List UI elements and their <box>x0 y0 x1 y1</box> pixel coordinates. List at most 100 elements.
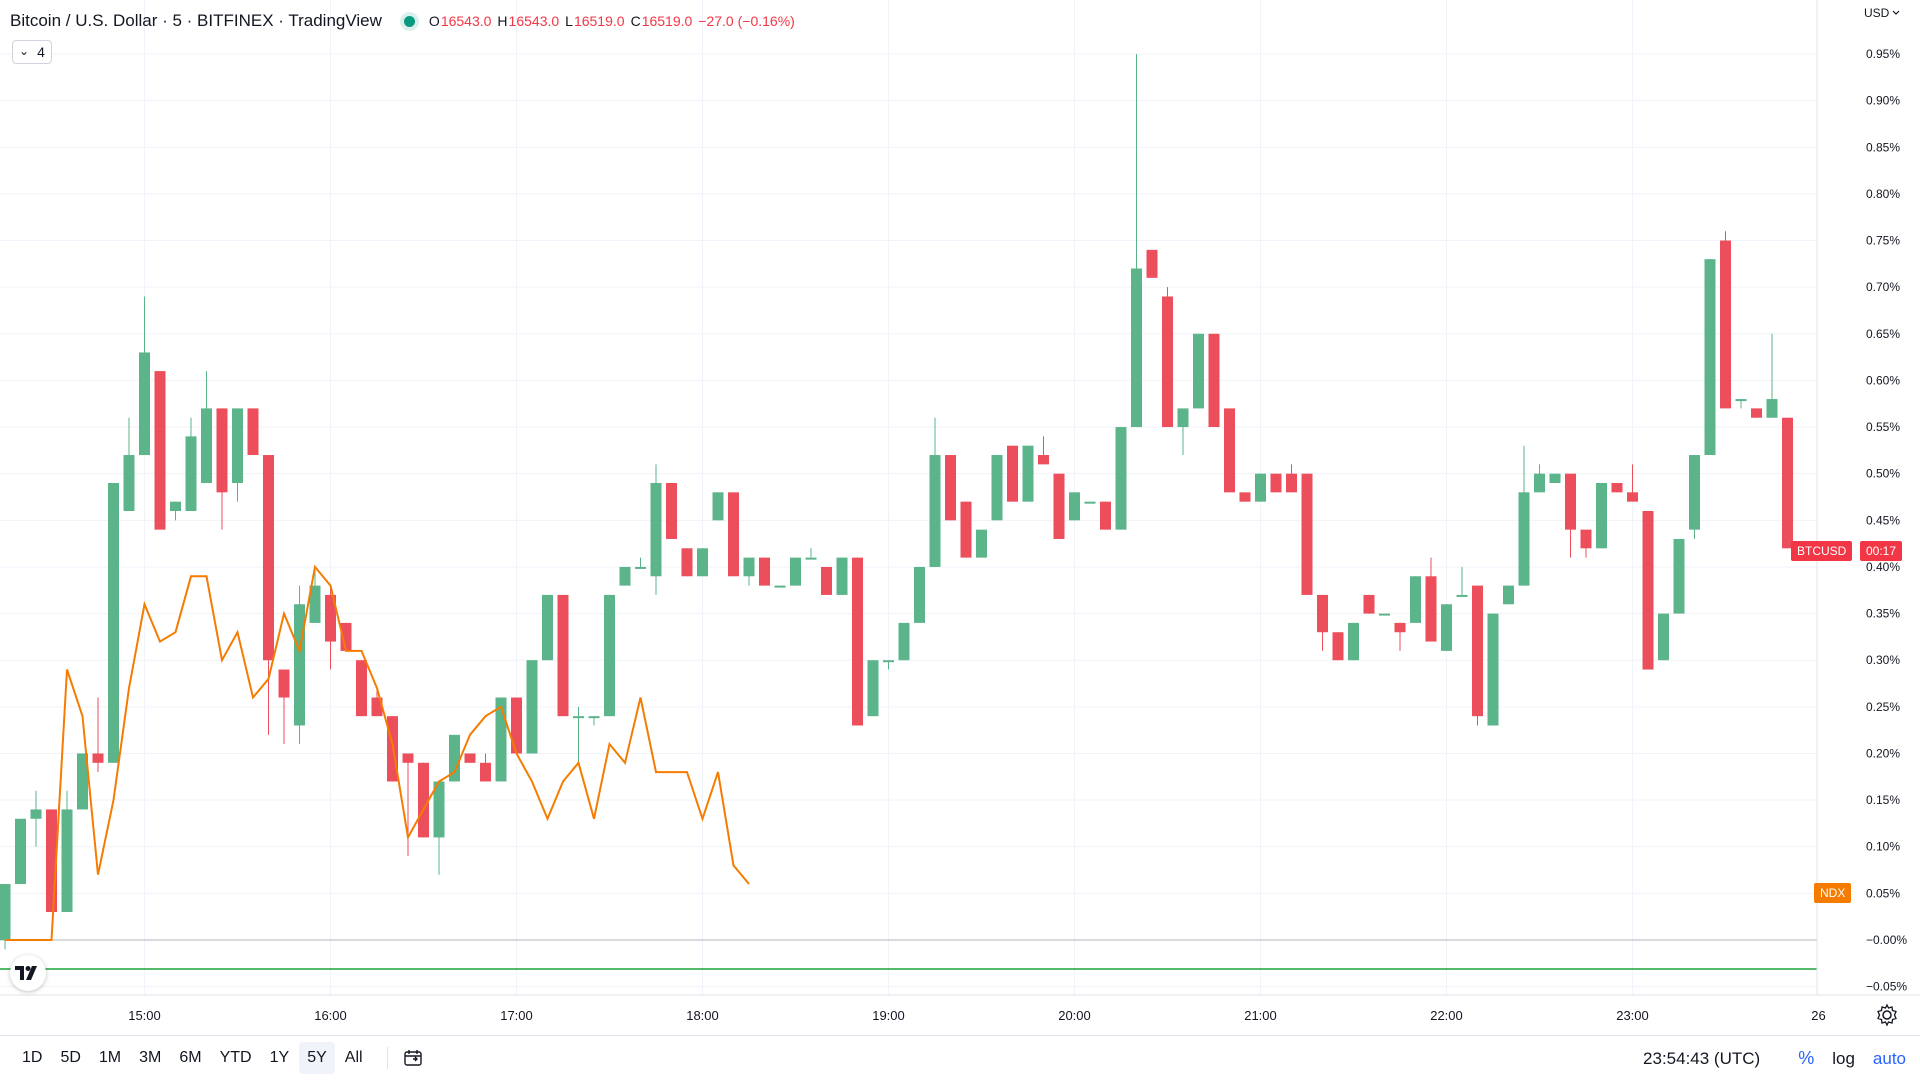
x-tick-label: 16:00 <box>314 1008 347 1023</box>
x-tick-label: 22:00 <box>1430 1008 1463 1023</box>
y-tick-label: 0.95% <box>1866 47 1900 61</box>
candle-down <box>418 762 429 838</box>
low-value: 16519.0 <box>573 13 625 29</box>
candle-down <box>1394 622 1406 633</box>
currency-selector[interactable]: USD <box>1864 6 1900 20</box>
candle-down <box>1162 296 1173 428</box>
candle-up <box>604 594 615 717</box>
range-button-all[interactable]: All <box>344 1049 363 1066</box>
close-value: 16519.0 <box>641 13 693 29</box>
y-tick-label: 0.05% <box>1866 886 1900 900</box>
calendar-goto-icon[interactable] <box>402 1047 424 1069</box>
candle-up <box>61 809 73 913</box>
candle-down <box>557 594 569 717</box>
candle-down <box>1611 483 1623 493</box>
candle-up <box>867 660 879 717</box>
candle-up <box>1084 501 1096 504</box>
candle-down <box>325 594 336 642</box>
range-button-3m[interactable]: 3M <box>139 1049 162 1066</box>
y-tick-label: 0.20% <box>1866 746 1900 760</box>
range-button-1y[interactable]: 1Y <box>269 1049 290 1066</box>
y-tick-label: −0.05% <box>1866 980 1907 994</box>
y-tick-label: 0.25% <box>1866 700 1900 714</box>
candle-up <box>1255 473 1266 502</box>
candle-down <box>263 455 274 661</box>
open-value: 16543.0 <box>440 13 492 29</box>
market-status-icon[interactable] <box>403 15 415 27</box>
candle-up <box>588 716 600 719</box>
btc-price-tag: BTCUSD <box>1791 541 1853 561</box>
candle-down <box>1425 576 1437 642</box>
candle-up <box>1503 585 1514 605</box>
indicators-toggle-button[interactable]: ⌄ 4 <box>12 40 52 64</box>
y-tick-label: 0.90% <box>1866 94 1900 108</box>
candle-down <box>821 566 832 595</box>
x-tick-label: 18:00 <box>686 1008 719 1023</box>
candle-up <box>712 492 724 521</box>
candle-down <box>1565 473 1576 530</box>
range-button-6m[interactable]: 6M <box>179 1049 202 1066</box>
candle-down <box>278 669 290 698</box>
candle-up <box>77 753 88 810</box>
range-button-1d[interactable]: 1D <box>22 1049 43 1066</box>
candle-up <box>201 408 212 484</box>
ndx-price-tag: NDX <box>1814 883 1852 903</box>
candle-up <box>1022 445 1034 502</box>
auto-scale-toggle[interactable]: auto <box>1872 1048 1906 1068</box>
candle-up <box>898 622 910 661</box>
range-button-5y[interactable]: 5Y <box>299 1042 335 1074</box>
candle-down <box>1782 417 1793 549</box>
candle-up <box>1689 455 1700 530</box>
tradingview-logo-icon[interactable] <box>10 955 46 991</box>
x-tick-label: 23:00 <box>1616 1008 1649 1023</box>
candle-down <box>1317 594 1328 633</box>
candle-up <box>309 585 321 623</box>
ndx-series-line <box>5 564 750 941</box>
ohlc-legend: O16543.0 H16543.0 L16519.0 C16519.0 −27.… <box>429 13 795 29</box>
candle-up <box>1735 399 1747 402</box>
candle-down <box>371 697 383 717</box>
percent-scale-toggle[interactable]: % <box>1798 1048 1815 1068</box>
candle-up <box>1596 483 1607 549</box>
candle-up <box>635 566 646 569</box>
range-button-1m[interactable]: 1M <box>98 1049 122 1066</box>
chart-canvas[interactable]: 0.95% 0.90% 0.85% 0.80% 0.75% 0.70% 0.65% 0.60%… <box>0 0 1920 1035</box>
x-tick-label: 21:00 <box>1244 1008 1277 1023</box>
x-tick-label: 26 <box>1811 1008 1825 1023</box>
candle-down <box>46 809 57 913</box>
candle-down <box>1239 492 1251 502</box>
candle-down <box>340 622 352 651</box>
range-button-ytd[interactable]: YTD <box>219 1049 252 1066</box>
candle-down <box>1286 473 1297 493</box>
candle-up <box>1518 492 1530 586</box>
gear-icon[interactable] <box>1875 1003 1899 1027</box>
bar-countdown-tag: 00:17 <box>1860 541 1903 561</box>
candle-up <box>697 548 708 577</box>
candle-up <box>573 716 584 719</box>
x-tick-label: 15:00 <box>128 1008 161 1023</box>
high-value: 16543.0 <box>508 13 560 29</box>
log-scale-toggle[interactable]: log <box>1832 1048 1855 1068</box>
candle-up <box>1069 492 1080 521</box>
candle-up <box>1177 408 1189 428</box>
candle-down <box>247 408 259 456</box>
open-label: O <box>428 13 440 29</box>
y-tick-label: 0.10% <box>1866 840 1900 854</box>
low-label: L <box>565 13 573 29</box>
candle-down <box>1332 632 1344 661</box>
utc-clock[interactable]: 23:54:43 (UTC) <box>1643 1048 1761 1068</box>
y-tick-label: 0.30% <box>1866 653 1900 667</box>
y-tick-label: 0.50% <box>1866 467 1900 481</box>
candle-up <box>185 436 197 511</box>
date-range-group: 1D 5D 1M 3M 6M YTD 1Y 5Y All <box>14 1042 373 1074</box>
candle-up <box>542 594 553 661</box>
candle-down <box>1224 408 1235 493</box>
range-button-5d[interactable]: 5D <box>60 1049 81 1066</box>
symbol-title[interactable]: Bitcoin / U.S. Dollar · 5 · BITFINEX · T… <box>10 11 382 30</box>
candle-up <box>170 501 181 511</box>
candle-up <box>1487 613 1499 726</box>
candle-up <box>774 585 786 588</box>
scale-controls: 23:54:43 (UTC) % log auto <box>1643 1036 1906 1080</box>
candle-up <box>139 352 150 456</box>
